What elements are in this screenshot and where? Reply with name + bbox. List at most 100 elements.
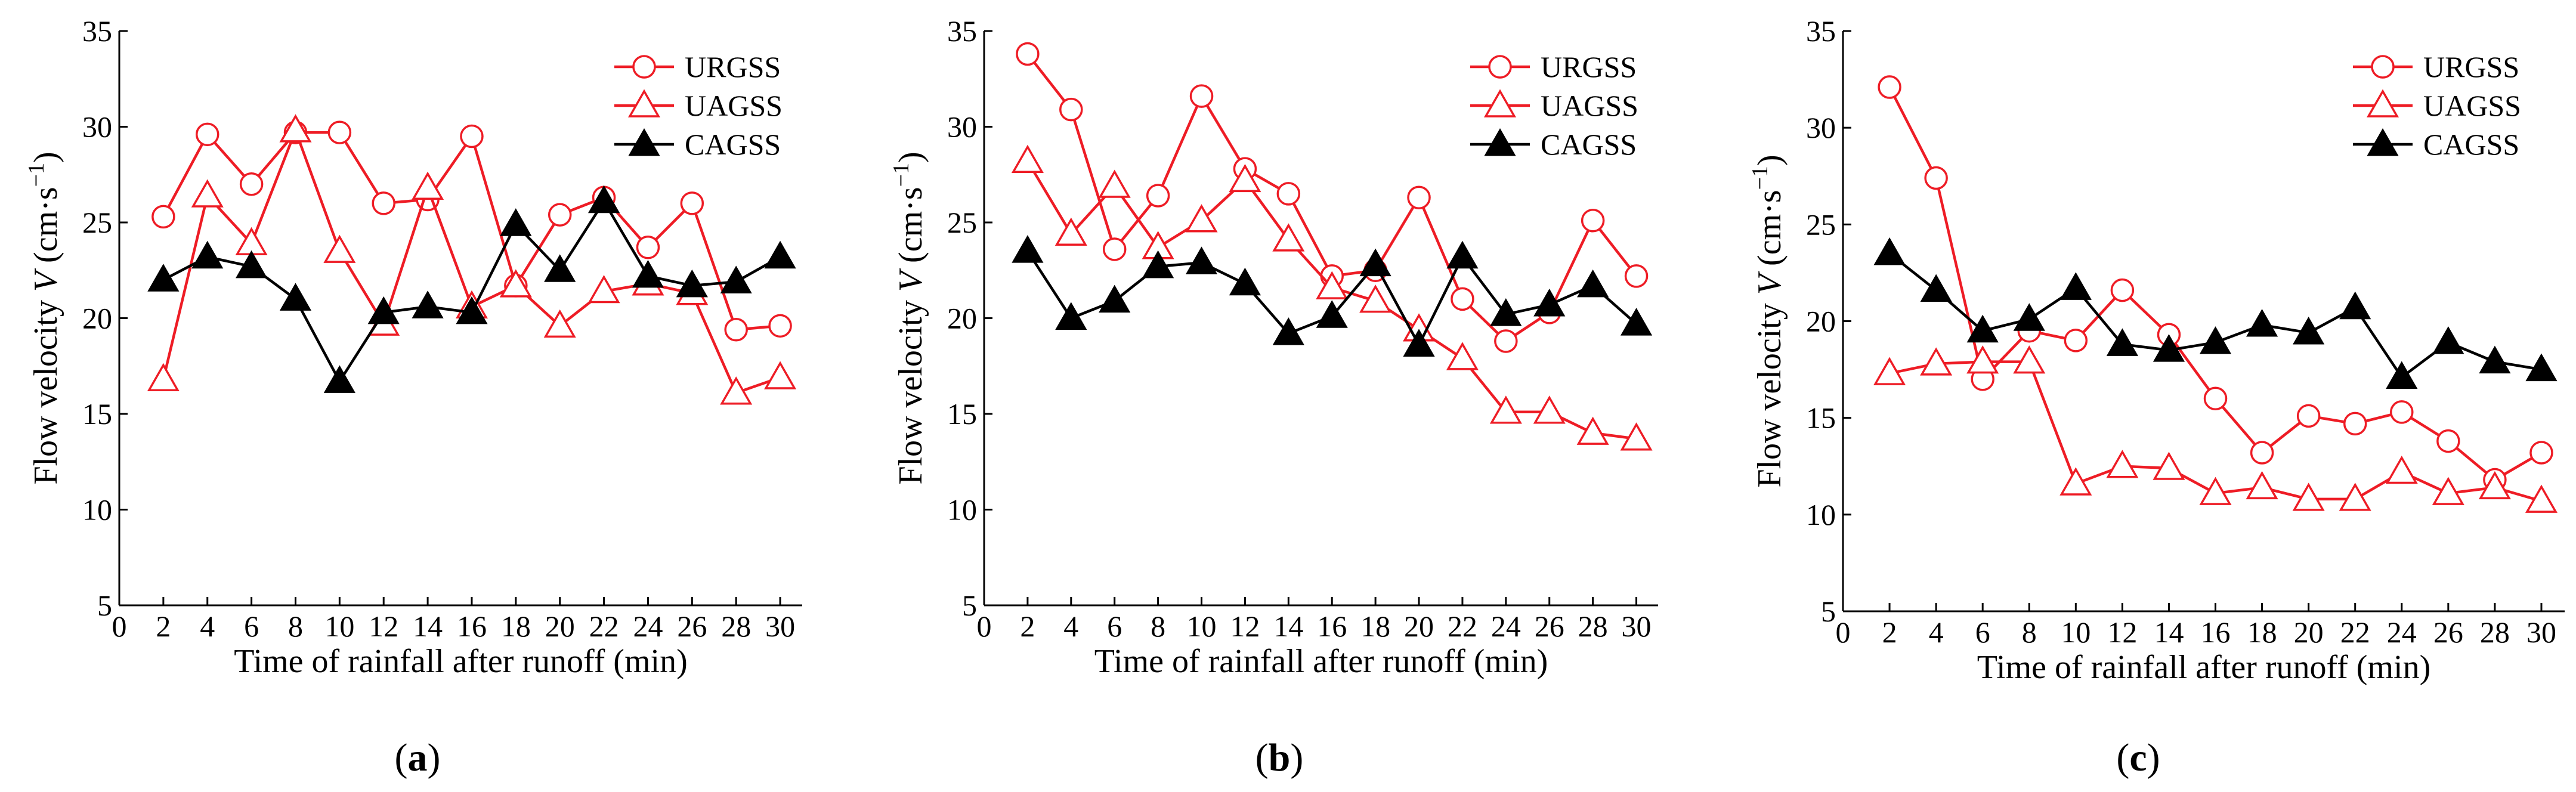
y-axis-title: Flow velocity V (cm·s−1) bbox=[889, 151, 929, 484]
data-point-uagss bbox=[720, 376, 753, 405]
legend-label: UAGSS bbox=[2423, 89, 2521, 122]
x-tick-label: 14 bbox=[2154, 615, 2184, 649]
x-tick-label: 6 bbox=[244, 610, 259, 643]
x-tick-label: 12 bbox=[2107, 615, 2137, 649]
data-point-uagss bbox=[1920, 347, 1953, 376]
series-cagss bbox=[147, 185, 796, 393]
data-point-cagss bbox=[2339, 291, 2371, 320]
y-axis-title: Flow velocity V (cm·s−1) bbox=[24, 151, 64, 484]
data-point-urgss bbox=[1624, 264, 1649, 288]
data-point-urgss bbox=[2110, 278, 2135, 302]
data-point-urgss bbox=[724, 318, 748, 342]
y-tick-label: 5 bbox=[97, 589, 112, 622]
data-point-urgss bbox=[1494, 329, 1518, 353]
x-tick-label: 8 bbox=[1151, 610, 1165, 643]
data-point-cagss bbox=[2432, 326, 2464, 354]
x-tick-label: 22 bbox=[589, 610, 619, 643]
x-tick-label: 26 bbox=[1535, 610, 1564, 643]
legend-marker bbox=[1488, 55, 1512, 79]
x-tick-label: 6 bbox=[1107, 610, 1122, 643]
panel-label: (a) bbox=[395, 736, 441, 779]
data-point-uagss bbox=[1446, 342, 1479, 370]
legend-marker bbox=[2371, 55, 2395, 79]
data-point-uagss bbox=[2059, 467, 2092, 496]
x-tick-label: 18 bbox=[2247, 615, 2277, 649]
y-tick-label: 15 bbox=[1806, 401, 1836, 435]
data-point-cagss bbox=[1316, 300, 1348, 328]
x-tick-label: 10 bbox=[324, 610, 354, 643]
y-axis-title-unit-close: ) bbox=[1751, 154, 1788, 166]
x-axis-title: Time of rainfall after runoff (min) bbox=[1977, 649, 2430, 686]
x-tick-label: 0 bbox=[112, 610, 127, 643]
data-point-uagss bbox=[1229, 163, 1261, 193]
y-tick-label: 30 bbox=[82, 110, 112, 144]
y-tick-label: 10 bbox=[947, 493, 977, 527]
data-point-uagss bbox=[1272, 223, 1305, 252]
data-point-cagss bbox=[1490, 298, 1522, 326]
legend-label: URGSS bbox=[1541, 50, 1637, 83]
y-tick-label: 25 bbox=[82, 206, 112, 239]
x-tick-label: 22 bbox=[2340, 615, 2370, 649]
y-axis-title-prefix: Flow velocity bbox=[1751, 295, 1788, 488]
data-point-cagss bbox=[2246, 308, 2278, 337]
data-point-uagss bbox=[1185, 204, 1218, 233]
panel-label-paren: ) bbox=[1290, 736, 1303, 779]
data-point-uagss bbox=[1098, 169, 1131, 198]
data-point-cagss bbox=[1229, 267, 1261, 296]
legend: URGSS UAGSS CAGSS bbox=[614, 50, 783, 161]
x-axis-title: Time of rainfall after runoff (min) bbox=[1094, 643, 1548, 680]
y-tick-label: 30 bbox=[1806, 111, 1836, 144]
data-point-uagss bbox=[543, 309, 576, 338]
data-point-urgss bbox=[2064, 329, 2088, 352]
y-axis-title-unit-close: ) bbox=[27, 151, 64, 163]
legend-label: CAGSS bbox=[1541, 128, 1637, 161]
data-point-uagss bbox=[279, 114, 312, 143]
legend-label: URGSS bbox=[685, 50, 781, 83]
data-point-uagss bbox=[1011, 144, 1044, 174]
y-axis-title-unit: (cm·s bbox=[27, 187, 64, 271]
data-point-cagss bbox=[2386, 361, 2418, 389]
data-point-uagss bbox=[2385, 455, 2418, 484]
data-point-cagss bbox=[1099, 284, 1131, 313]
data-point-uagss bbox=[1576, 416, 1609, 445]
data-point-urgss bbox=[548, 203, 572, 227]
data-point-urgss bbox=[2296, 404, 2321, 428]
x-tick-label: 10 bbox=[1187, 610, 1217, 643]
data-point-cagss bbox=[1359, 248, 1391, 277]
x-tick-label: 18 bbox=[1360, 610, 1390, 643]
x-tick-label: 8 bbox=[288, 610, 303, 643]
data-point-urgss bbox=[1059, 97, 1083, 122]
data-point-uagss bbox=[1489, 395, 1522, 424]
legend: URGSS UAGSS CAGSS bbox=[1470, 50, 1638, 161]
data-point-uagss bbox=[1054, 217, 1087, 246]
data-point-uagss bbox=[2478, 471, 2511, 500]
data-point-cagss bbox=[323, 365, 355, 393]
x-tick-label: 0 bbox=[1836, 615, 1851, 649]
x-tick-label: 16 bbox=[2201, 615, 2231, 649]
panel-label: (b) bbox=[1255, 736, 1304, 779]
data-point-uagss bbox=[2292, 482, 2325, 511]
legend: URGSS UAGSS CAGSS bbox=[2353, 50, 2521, 161]
y-tick-label: 10 bbox=[82, 493, 112, 527]
data-point-cagss bbox=[1620, 308, 1653, 336]
x-tick-label: 2 bbox=[156, 610, 171, 643]
data-point-uagss bbox=[147, 363, 180, 391]
y-axis-title-variable: V bbox=[27, 268, 64, 292]
data-point-uagss bbox=[1966, 345, 1999, 374]
data-point-cagss bbox=[1966, 314, 1999, 343]
data-point-urgss bbox=[2390, 400, 2414, 424]
data-point-urgss bbox=[768, 314, 792, 338]
y-axis-title: Flow velocity V (cm·s−1) bbox=[1748, 154, 1788, 487]
legend-label: UAGSS bbox=[685, 89, 783, 122]
data-point-cagss bbox=[412, 290, 444, 318]
legend-label: CAGSS bbox=[685, 128, 781, 161]
data-point-uagss bbox=[2199, 477, 2232, 505]
data-point-urgss bbox=[460, 124, 484, 148]
data-point-cagss bbox=[2293, 316, 2325, 345]
x-tick-label: 28 bbox=[2480, 615, 2510, 649]
data-point-uagss bbox=[1620, 422, 1653, 451]
panel-label-letter: b bbox=[1269, 736, 1291, 779]
data-point-urgss bbox=[1451, 287, 1474, 311]
